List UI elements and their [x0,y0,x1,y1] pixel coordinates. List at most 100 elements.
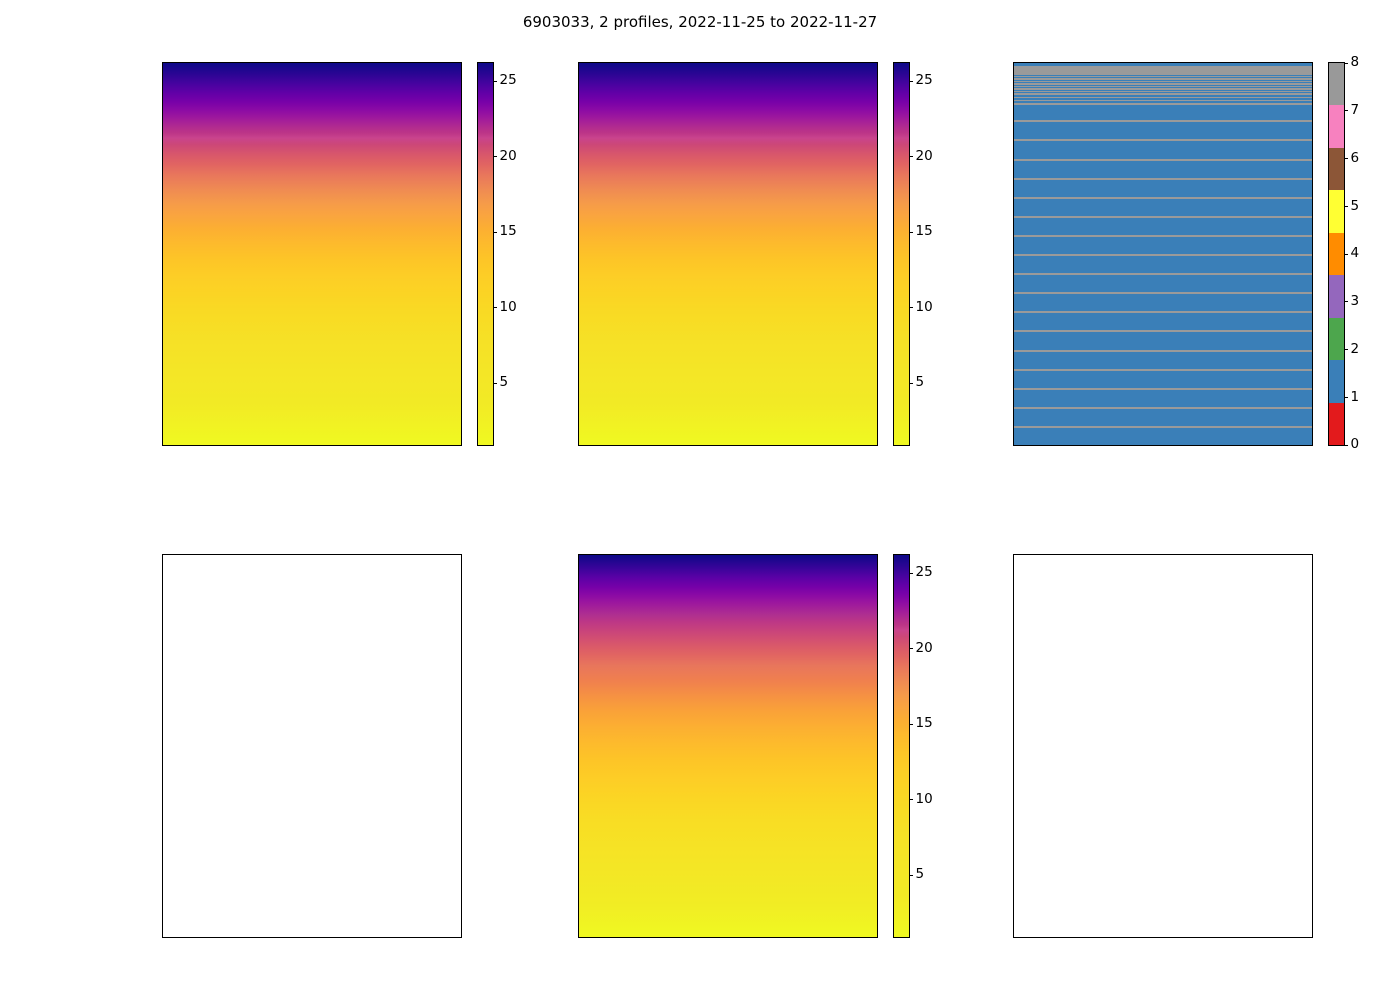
y-tick-mark [578,650,579,651]
colorbar-tick-mark [909,382,913,384]
colorbar-tick-mark [909,648,913,650]
x-tick-mark [256,937,257,938]
colorbar-tick-label: 8 [1350,54,1360,71]
y-tick-mark [162,110,163,111]
axes-temp-adjusted-bgcargoplus[interactable]: TEMP_ADJUSTED_BGCArgoPlus Processing: F_… [578,554,878,938]
y-tick-mark [1013,602,1014,603]
colorbar-tick-label: 6 [1350,149,1360,166]
qc-row-gap [1014,65,1312,68]
y-tick-mark [578,445,579,446]
x-tick-mark [614,937,615,938]
colorbar-tick-label: 20 [915,639,933,656]
y-tick-mark [1013,793,1014,794]
colorbar-tick-mark [1344,205,1348,207]
x-tick-mark [672,937,673,938]
colorbar-segment-qc-3 [1329,275,1344,318]
y-tick-mark [1013,158,1014,159]
x-tick-mark [314,445,315,446]
colorbar-tick-mark [909,231,913,233]
y-tick-mark [1013,650,1014,651]
heatmap-field-temp-adjusted-qc [1014,63,1312,445]
colorbar-tick-label: 7 [1350,102,1360,118]
axes-temp[interactable]: TEMP −0.0010.0000.0010.0020.003+2.0229e3… [162,62,462,446]
y-tick-mark [578,349,579,350]
y-tick-mark [1013,841,1014,842]
y-tick-mark [578,397,579,398]
colorbar-tick-mark [493,156,497,158]
qc-row-gap [1014,368,1312,371]
y-tick-mark [162,301,163,302]
y-tick-mark [162,564,163,565]
y-tick-mark [1013,301,1014,302]
y-tick-mark [162,349,163,350]
qc-row-gap [1014,90,1312,93]
x-tick-mark [1107,937,1108,938]
colorbar-tick-label: 10 [915,790,933,807]
x-tick-mark [431,937,432,938]
colorbar-tick-mark [1344,301,1348,303]
colorbar-bgcargoplus[interactable]: 5 10 15 20 25 [893,554,933,938]
qc-row-gap [1014,330,1312,333]
x-tick-mark [1049,445,1050,446]
colorbar-tick-mark [909,723,913,725]
axes-outliers-removed[interactable]: Outliers Removed −0.0010.0000.0010.0020.… [1013,554,1313,938]
heatmap-field-bgcargoplus [579,555,877,937]
qc-row-gap [1014,387,1312,390]
qc-row-gap [1014,406,1312,409]
x-tick-mark [672,445,673,446]
axes-mode[interactable]: Mode. Blue=D, Red=RT, Gray=Real Time Adj… [162,554,462,938]
y-tick-mark [162,63,163,64]
colorbar-tick-mark [493,382,497,384]
qc-row-gap [1014,425,1312,428]
qc-row-gap [1014,73,1312,75]
colorbar-tick-mark [909,156,913,158]
x-tick-mark [1107,445,1108,446]
y-tick-mark [162,206,163,207]
y-tick-mark [1013,889,1014,890]
x-tick-mark [373,445,374,446]
colorbar-temp-adjusted[interactable]: 5 10 15 20 25 [893,62,933,446]
qc-row-gap [1014,177,1312,180]
colorbar-segment-qc-5 [1329,190,1344,233]
y-tick-mark [578,110,579,111]
colorbar-gradient-temp-adjusted [894,63,909,445]
colorbar-segment-qc-4 [1329,232,1344,276]
x-tick-mark [1282,937,1283,938]
colorbar-tick-label: 25 [915,564,933,581]
qc-row-gap [1014,234,1312,237]
y-tick-mark [578,841,579,842]
colorbar-tick-label: 1 [1350,388,1360,405]
qc-row-gap [1014,78,1312,80]
x-tick-mark [1165,445,1166,446]
colorbar-tick-label: 5 [1350,197,1360,214]
y-tick-mark [578,889,579,890]
colorbar-temp-adjusted-qc[interactable]: 0 1 2 3 4 5 6 7 8 [1328,56,1359,451]
y-tick-mark [1013,349,1014,350]
x-tick-mark [198,937,199,938]
x-tick-mark [789,445,790,446]
x-tick-mark [614,445,615,446]
y-tick-mark [162,927,163,928]
axes-temp-adjusted[interactable]: TEMP_ADJUSTED −0.0010.0000.0010.0020.003… [578,62,878,446]
qc-row-gap [1014,215,1312,218]
colorbar-segment-qc-8 [1329,63,1344,106]
x-tick-mark [789,937,790,938]
colorbar-tick-mark [493,307,497,309]
colorbar-temp[interactable]: 5 10 15 20 25 [477,62,517,446]
x-tick-mark [847,445,848,446]
axes-temp-adjusted-qc[interactable]: TEMP_ADJUSTED_QC −0.0010.0000.0010.0020.… [1013,62,1313,446]
y-tick-mark [162,254,163,255]
y-tick-mark [578,555,579,556]
colorbar-tick-mark [1344,253,1348,255]
y-tick-mark [578,63,579,64]
colorbar-tick-label: 15 [499,223,517,240]
y-tick-mark [162,158,163,159]
colorbar-tick-label: 5 [915,866,925,883]
y-tick-mark [1013,937,1014,938]
y-tick-mark [578,206,579,207]
y-tick-mark [1013,206,1014,207]
x-tick-mark [373,937,374,938]
colorbar-tick-label: 25 [499,72,517,89]
y-tick-mark [1013,397,1014,398]
